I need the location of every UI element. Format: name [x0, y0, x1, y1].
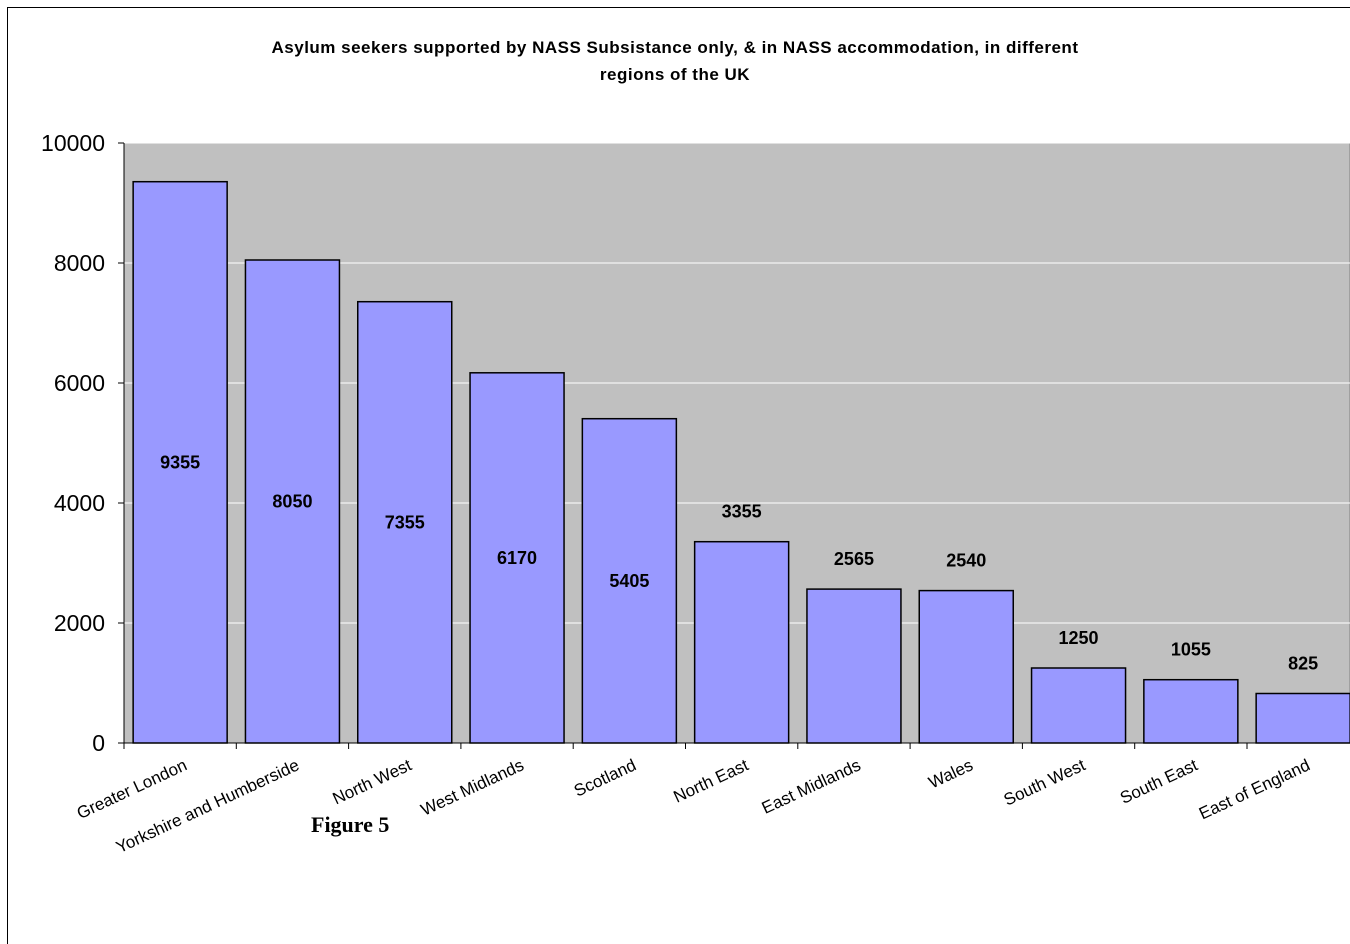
data-label: 2540 [946, 551, 986, 571]
data-label: 6170 [497, 548, 537, 568]
bar[interactable] [806, 588, 902, 744]
category-label: East Midlands [759, 755, 864, 817]
bar[interactable] [1143, 678, 1239, 744]
y-tick-label: 2000 [54, 610, 105, 636]
category-label: North West [330, 755, 415, 808]
data-label: 7355 [385, 512, 425, 532]
y-tick-label: 10000 [41, 130, 105, 156]
data-label: 9355 [160, 452, 200, 472]
bar[interactable] [693, 540, 790, 744]
category-label: South West [1001, 755, 1089, 809]
chart-title-line-2: regions of the UK [599, 65, 751, 84]
bar[interactable] [244, 259, 341, 744]
data-label: 3355 [722, 502, 762, 522]
data-label: 1250 [1059, 628, 1099, 648]
chart-title-line-1: Asylum seekers supported by NASS Subsist… [271, 38, 1079, 57]
category-label: East of England [1196, 755, 1313, 823]
y-tick-label: 0 [92, 730, 105, 756]
data-label: 8050 [272, 492, 312, 512]
bar[interactable] [918, 589, 1014, 744]
y-tick-label: 8000 [54, 250, 105, 276]
y-tick-label: 6000 [54, 370, 105, 396]
bar[interactable] [132, 180, 228, 744]
bar[interactable] [469, 372, 565, 744]
bar[interactable] [357, 300, 453, 744]
bar[interactable] [1030, 667, 1127, 744]
chart-title: Asylum seekers supported by NASS Subsist… [120, 34, 1230, 88]
category-label: Wales [926, 755, 976, 792]
figure-caption: Figure 5 [311, 812, 390, 837]
bar[interactable] [581, 417, 678, 744]
data-label: 2565 [834, 549, 874, 569]
data-label: 1055 [1171, 640, 1211, 660]
bar[interactable] [1255, 692, 1350, 744]
category-label: West Midlands [418, 755, 527, 819]
y-tick-label: 4000 [54, 490, 105, 516]
category-label: South East [1117, 755, 1201, 807]
category-label: Scotland [571, 755, 639, 800]
category-label: Yorkshire and Humberside [113, 755, 302, 857]
category-label: North East [671, 755, 752, 806]
data-label: 5405 [609, 571, 649, 591]
data-label: 825 [1288, 654, 1318, 674]
